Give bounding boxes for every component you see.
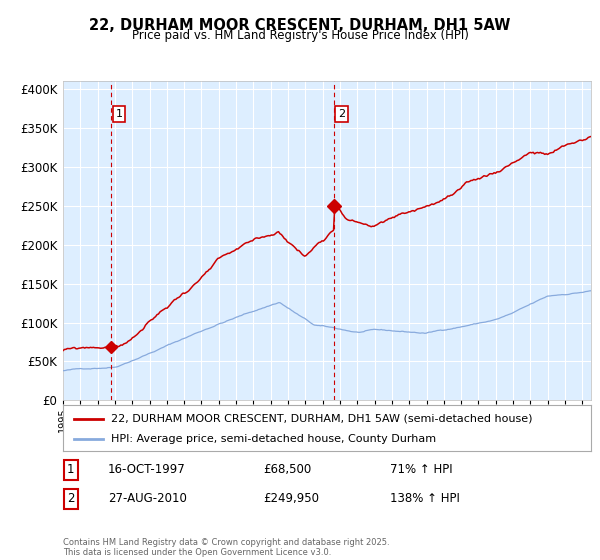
Text: 1: 1 [116, 109, 122, 119]
Text: 27-AUG-2010: 27-AUG-2010 [108, 492, 187, 505]
Text: HPI: Average price, semi-detached house, County Durham: HPI: Average price, semi-detached house,… [110, 435, 436, 444]
Text: 2: 2 [338, 109, 346, 119]
Text: £249,950: £249,950 [263, 492, 320, 505]
Text: £68,500: £68,500 [263, 463, 312, 476]
Text: 138% ↑ HPI: 138% ↑ HPI [391, 492, 460, 505]
Text: 22, DURHAM MOOR CRESCENT, DURHAM, DH1 5AW: 22, DURHAM MOOR CRESCENT, DURHAM, DH1 5A… [89, 18, 511, 33]
Text: 1: 1 [67, 463, 74, 476]
Text: Price paid vs. HM Land Registry's House Price Index (HPI): Price paid vs. HM Land Registry's House … [131, 29, 469, 42]
Text: 71% ↑ HPI: 71% ↑ HPI [391, 463, 453, 476]
Text: 2: 2 [67, 492, 74, 505]
Text: 16-OCT-1997: 16-OCT-1997 [108, 463, 185, 476]
Text: Contains HM Land Registry data © Crown copyright and database right 2025.
This d: Contains HM Land Registry data © Crown c… [63, 538, 389, 557]
Text: 22, DURHAM MOOR CRESCENT, DURHAM, DH1 5AW (semi-detached house): 22, DURHAM MOOR CRESCENT, DURHAM, DH1 5A… [110, 414, 532, 424]
